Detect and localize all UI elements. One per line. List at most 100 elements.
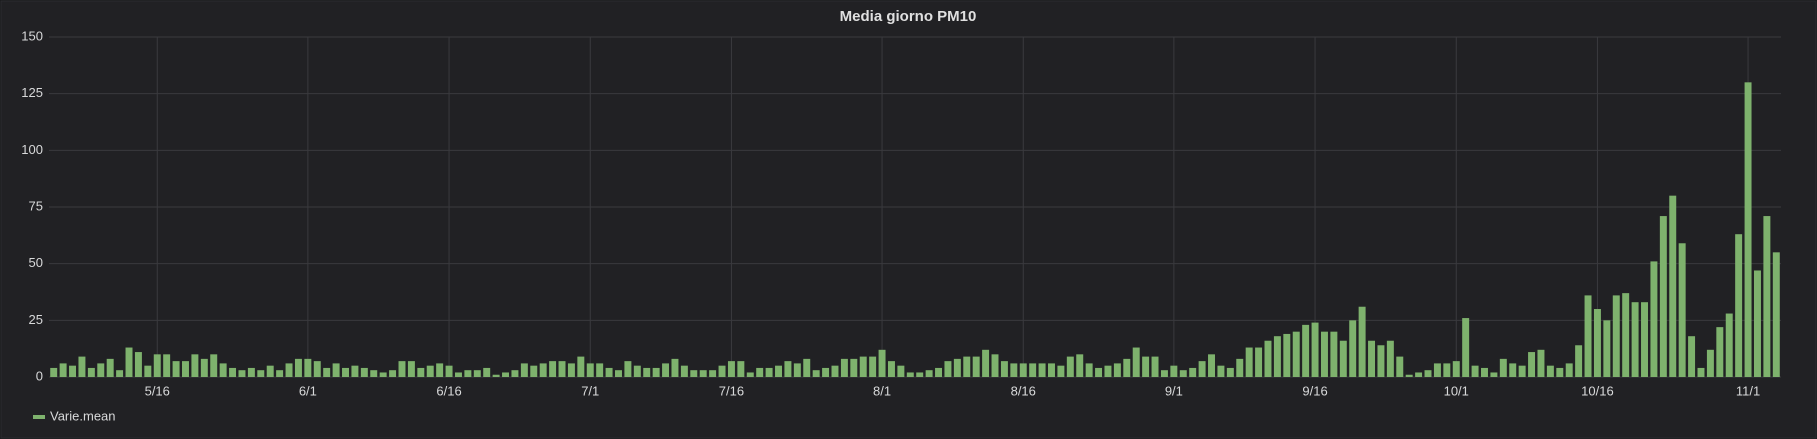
bar bbox=[1264, 340, 1272, 377]
bar bbox=[1735, 234, 1743, 377]
bar bbox=[887, 361, 895, 377]
bar bbox=[1706, 349, 1714, 377]
y-tick-label: 125 bbox=[21, 85, 43, 100]
bar bbox=[1292, 331, 1300, 377]
bar bbox=[1612, 295, 1620, 377]
bar bbox=[624, 361, 632, 377]
bar bbox=[549, 361, 557, 377]
bar bbox=[1753, 270, 1761, 377]
bar bbox=[1546, 365, 1554, 377]
bar bbox=[1678, 243, 1686, 377]
chart-title[interactable]: Media giorno PM10 bbox=[840, 8, 977, 25]
bar bbox=[671, 358, 679, 377]
bar bbox=[1255, 347, 1263, 377]
bar bbox=[1236, 358, 1244, 377]
bar bbox=[1189, 367, 1197, 377]
bar bbox=[210, 354, 218, 377]
bar bbox=[144, 365, 152, 377]
bar bbox=[473, 370, 481, 377]
bar bbox=[1697, 367, 1705, 377]
bar bbox=[520, 363, 528, 377]
bar bbox=[1113, 363, 1121, 377]
bar bbox=[1443, 363, 1451, 377]
bar bbox=[822, 367, 830, 377]
bar bbox=[1462, 318, 1470, 377]
bar bbox=[1179, 370, 1187, 377]
bar bbox=[1405, 374, 1413, 377]
x-tick-label: 9/1 bbox=[1165, 383, 1183, 398]
bar bbox=[351, 365, 359, 377]
bar bbox=[1744, 82, 1752, 377]
bar bbox=[1048, 363, 1055, 377]
bar bbox=[1151, 356, 1159, 377]
bar bbox=[1302, 324, 1310, 377]
bar bbox=[1763, 216, 1771, 377]
bar bbox=[1575, 345, 1583, 377]
bar bbox=[831, 365, 839, 377]
bar bbox=[1104, 365, 1112, 377]
bar bbox=[1123, 358, 1131, 377]
bar bbox=[1688, 336, 1696, 377]
bar bbox=[69, 365, 77, 377]
bar bbox=[567, 363, 575, 377]
x-tick-label: 10/16 bbox=[1581, 383, 1614, 398]
legend-swatch[interactable] bbox=[33, 415, 45, 419]
bar bbox=[1650, 261, 1658, 377]
bar bbox=[1377, 345, 1385, 377]
bar bbox=[134, 352, 142, 377]
bar bbox=[906, 372, 914, 377]
bar bbox=[1725, 313, 1733, 377]
bar bbox=[756, 367, 764, 377]
bar bbox=[1622, 293, 1630, 377]
bar bbox=[1057, 365, 1065, 377]
bar bbox=[775, 365, 782, 377]
bar bbox=[87, 367, 95, 377]
bar bbox=[285, 363, 293, 377]
bar bbox=[483, 367, 491, 377]
bar bbox=[605, 367, 613, 377]
bar bbox=[944, 361, 952, 377]
legend-label[interactable]: Varie.mean bbox=[50, 408, 116, 423]
bar bbox=[492, 374, 500, 377]
bar bbox=[1481, 367, 1488, 377]
bar bbox=[370, 370, 378, 377]
bar bbox=[313, 361, 321, 377]
bar bbox=[1499, 358, 1507, 377]
bar bbox=[1349, 320, 1357, 377]
y-tick-label: 150 bbox=[21, 28, 43, 43]
x-tick-label: 7/1 bbox=[581, 383, 599, 398]
bar bbox=[539, 363, 547, 377]
bar bbox=[191, 354, 199, 377]
y-tick-label: 25 bbox=[29, 312, 43, 327]
bar bbox=[50, 367, 58, 377]
bar bbox=[812, 370, 820, 377]
bar bbox=[925, 370, 933, 377]
bar bbox=[1537, 349, 1545, 377]
bar bbox=[1452, 361, 1460, 377]
bar bbox=[407, 361, 415, 377]
bar bbox=[247, 367, 255, 377]
bar bbox=[1424, 370, 1432, 377]
bar bbox=[436, 363, 444, 377]
bar bbox=[982, 349, 990, 377]
bar bbox=[803, 358, 811, 377]
bar bbox=[1010, 363, 1018, 377]
bar bbox=[690, 370, 698, 377]
bar bbox=[257, 370, 265, 377]
bar bbox=[106, 358, 114, 377]
bar bbox=[276, 370, 284, 377]
bar bbox=[1556, 367, 1564, 377]
bar bbox=[379, 372, 387, 377]
bar bbox=[784, 361, 792, 377]
bar bbox=[398, 361, 406, 377]
x-tick-label: 8/16 bbox=[1011, 383, 1036, 398]
bar bbox=[1339, 340, 1347, 377]
bar bbox=[972, 356, 980, 377]
bar bbox=[342, 367, 349, 377]
bar bbox=[1273, 336, 1281, 377]
bar bbox=[1565, 363, 1573, 377]
bar bbox=[1641, 302, 1648, 377]
bar bbox=[991, 354, 999, 377]
